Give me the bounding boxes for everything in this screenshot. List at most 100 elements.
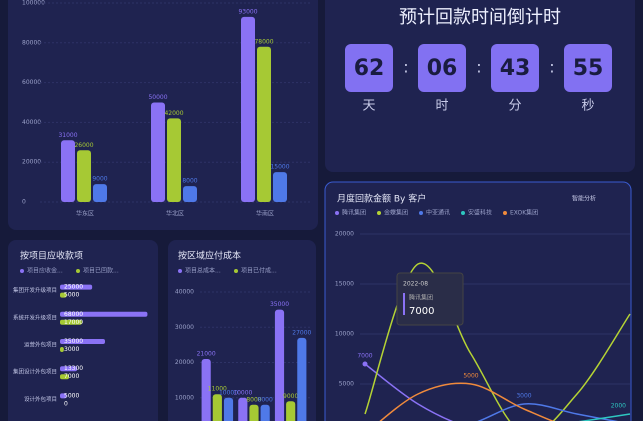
panel bbox=[8, 240, 158, 421]
bar bbox=[201, 358, 211, 421]
bar bbox=[273, 172, 287, 202]
y-tick-label: 20000 bbox=[22, 159, 41, 166]
value-label: 9000 bbox=[283, 393, 298, 400]
bar bbox=[223, 397, 234, 421]
legend-marker bbox=[234, 269, 238, 273]
legend-label: 项目应收金... bbox=[27, 267, 63, 275]
legend-label: 项目已付成... bbox=[241, 267, 277, 275]
time-unit: 时 bbox=[435, 99, 448, 114]
button[interactable]: 智能分析 bbox=[572, 195, 596, 203]
legend-marker bbox=[377, 211, 381, 215]
value-label: 5000 bbox=[64, 392, 79, 399]
time-value: 06 bbox=[427, 56, 458, 81]
value-label: 0 bbox=[64, 400, 68, 407]
bar bbox=[77, 150, 91, 202]
value-label: 10000 bbox=[233, 389, 252, 396]
time-value: 55 bbox=[573, 56, 604, 81]
separator: : bbox=[549, 58, 554, 77]
y-tick-label: 20000 bbox=[175, 359, 194, 366]
line bbox=[477, 403, 619, 421]
bar bbox=[249, 404, 259, 421]
panel bbox=[325, 0, 635, 172]
value-label: 78000 bbox=[254, 38, 273, 45]
value-label: 13300 bbox=[64, 365, 83, 372]
y-tick-label: 系统开发升级项目 bbox=[13, 313, 57, 321]
legend-label: 腾讯集团 bbox=[342, 209, 366, 217]
value-label: 21000 bbox=[197, 350, 216, 357]
time-box bbox=[345, 44, 393, 92]
time-box bbox=[564, 44, 612, 92]
value-label: 7000 bbox=[357, 353, 372, 360]
bar bbox=[60, 319, 82, 325]
bar bbox=[167, 118, 181, 202]
time-unit: 天 bbox=[362, 99, 375, 114]
value-label: 7000 bbox=[64, 373, 79, 380]
y-tick-label: 100000 bbox=[22, 0, 45, 7]
bar bbox=[60, 374, 69, 380]
chart-title: 按区域应付成本 bbox=[178, 250, 241, 262]
value-label: 35000 bbox=[270, 301, 289, 308]
value-label: 10000 bbox=[219, 389, 238, 396]
legend-marker bbox=[419, 211, 423, 215]
value-label: 25000 bbox=[64, 284, 83, 291]
value-label: 42000 bbox=[164, 110, 183, 117]
y-tick-label: 10000 bbox=[175, 394, 194, 401]
value-label: 93000 bbox=[238, 8, 257, 15]
value-label: 50000 bbox=[148, 94, 167, 101]
value-label: 9000 bbox=[92, 176, 107, 183]
bar bbox=[60, 284, 93, 290]
bar bbox=[151, 102, 165, 202]
bar bbox=[60, 366, 78, 372]
value-label: 5000 bbox=[463, 373, 478, 380]
value-label: 27000 bbox=[292, 329, 311, 336]
line bbox=[364, 363, 454, 421]
chart-title: 按项目应收款项 bbox=[20, 250, 83, 262]
y-tick-label: 60000 bbox=[22, 79, 41, 86]
panel bbox=[324, 181, 632, 421]
legend-label: 项目总成本... bbox=[185, 267, 221, 275]
point bbox=[362, 361, 368, 367]
value-label: 15000 bbox=[270, 164, 289, 171]
value-label: 11000 bbox=[208, 386, 227, 393]
x-tick-label: 华东区 bbox=[76, 210, 94, 218]
tooltip bbox=[396, 272, 464, 326]
chart-title: 月度回款金额 By 客户 bbox=[337, 193, 426, 205]
y-tick-label: 设计外包项目 bbox=[24, 395, 57, 403]
y-tick-label: 20000 bbox=[335, 231, 354, 238]
y-tick-label: 40000 bbox=[175, 289, 194, 296]
value-label: 8000 bbox=[258, 396, 273, 403]
legend-label: 中亚通讯 bbox=[426, 209, 450, 217]
separator: : bbox=[403, 58, 408, 77]
y-tick-label: 15000 bbox=[335, 281, 354, 288]
bar bbox=[60, 393, 67, 399]
bar bbox=[241, 16, 255, 203]
bar bbox=[238, 397, 248, 421]
time-unit: 分 bbox=[508, 99, 521, 114]
y-tick-label: 0 bbox=[22, 199, 26, 206]
value-label: 68000 bbox=[64, 311, 83, 318]
y-tick-label: 运营外包项目 bbox=[24, 341, 57, 349]
time-value: 62 bbox=[354, 56, 385, 81]
legend-marker bbox=[20, 269, 24, 273]
time-value: 43 bbox=[500, 56, 531, 81]
bar bbox=[286, 401, 296, 421]
y-tick-label: 30000 bbox=[175, 324, 194, 331]
bar bbox=[212, 394, 222, 421]
legend-marker bbox=[76, 269, 80, 273]
value-label: 2000 bbox=[611, 403, 626, 410]
legend-label: 金蝶集团 bbox=[384, 209, 408, 217]
bar bbox=[60, 339, 105, 344]
value-label: 3000 bbox=[64, 346, 79, 353]
separator: : bbox=[476, 58, 481, 77]
x-tick-label: 华北区 bbox=[166, 210, 184, 218]
bar bbox=[297, 337, 307, 421]
value-label: 8000 bbox=[246, 396, 261, 403]
y-tick-label: 集团设计外包项目 bbox=[13, 368, 57, 376]
bar bbox=[60, 311, 148, 317]
time-box bbox=[491, 44, 539, 92]
x-tick-label: 华南区 bbox=[256, 210, 274, 218]
time-box bbox=[418, 44, 466, 92]
legend-marker bbox=[335, 211, 339, 215]
y-tick-label: 80000 bbox=[22, 39, 41, 46]
